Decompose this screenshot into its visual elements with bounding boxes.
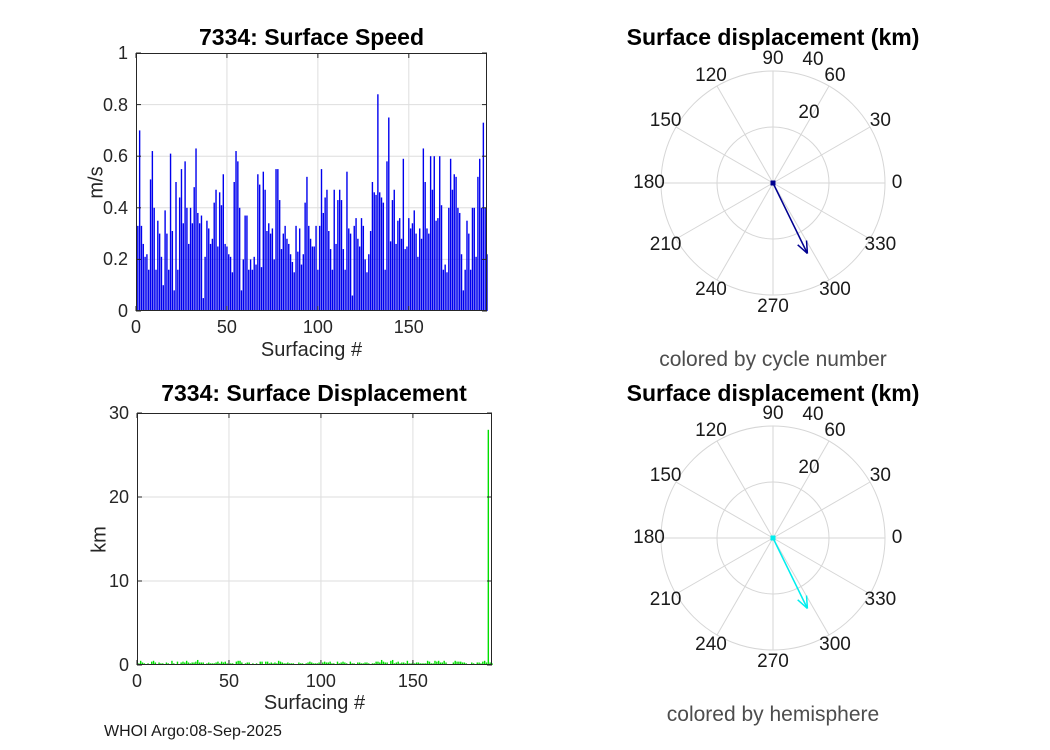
polar-hemisphere-angle-label: 270 <box>757 651 789 672</box>
polar-cycle-angle-label: 150 <box>649 110 682 131</box>
speed-y-tick-label: 0.8 <box>102 94 128 115</box>
disp-y-tick-label: 20 <box>108 487 129 507</box>
polar-grid <box>660 425 886 651</box>
axes-border <box>136 53 487 311</box>
disp-bars-series <box>138 429 493 665</box>
origin-marker <box>770 180 776 186</box>
polar-hemisphere-angle-label: 150 <box>649 465 682 486</box>
polar-cycle-angle-label: 210 <box>649 234 682 255</box>
polar-cycle-angle-label: 300 <box>819 279 851 301</box>
polar-cycle-radius-tick-label: 40 <box>802 49 824 70</box>
disp-y-tick-label: 0 <box>118 655 129 675</box>
polar-cycle-angle-label: 30 <box>869 110 891 131</box>
polar-hemisphere-radius-tick-label: 40 <box>802 404 824 425</box>
speed-y-tick-label: 0.4 <box>102 197 128 218</box>
speed-y-tick-label: 1 <box>117 43 128 63</box>
polar-hemisphere-radius-tick-label: 20 <box>798 457 820 478</box>
polar-cycle-plot-area <box>633 43 913 323</box>
origin-marker <box>770 535 776 541</box>
speed-y-tick-label: 0.2 <box>102 249 128 270</box>
disp-x-tick-label: 100 <box>305 671 336 691</box>
polar-hemisphere-angle-label: 180 <box>633 527 665 548</box>
displacement-chart-title: 7334: Surface Displacement <box>161 380 467 406</box>
axes-border <box>137 413 492 665</box>
speed-y-tick-label: 0.6 <box>102 146 128 167</box>
polar-cycle-angle-label: 330 <box>864 234 897 255</box>
polar-hemisphere-angle-label: 300 <box>819 634 851 656</box>
polar-cycle-angle-label: 60 <box>824 64 846 86</box>
polar-hemisphere-angle-label: 60 <box>824 419 846 441</box>
polar-cycle-angle-label: 240 <box>695 279 727 301</box>
displacement-plot-area <box>136 412 493 666</box>
polar-hemisphere-angle-label: 240 <box>695 634 727 656</box>
polar-hemisphere-angle-label: 90 <box>762 403 784 424</box>
displacement-arrow <box>772 182 809 255</box>
polar-cycle-angle-label: 90 <box>762 48 784 69</box>
figure-credit: WHOI Argo:08-Sep-2025 <box>104 723 282 740</box>
speed-bars-series <box>137 94 488 311</box>
polar-cycle-angle-label: 270 <box>757 296 789 317</box>
displacement-x-axis-label: Surfacing # <box>263 692 366 714</box>
polar-cycle-angle-label: 180 <box>633 172 665 193</box>
speed-x-tick-label: 50 <box>216 317 237 337</box>
speed-x-axis-label: Surfacing # <box>260 339 363 361</box>
disp-chart-svg <box>136 412 493 666</box>
polar-hemisphere-angle-label: 30 <box>869 465 891 486</box>
polar-hemisphere-angle-label: 0 <box>891 527 903 548</box>
polar-hemisphere-angle-label: 330 <box>864 589 897 610</box>
polar-cycle-title: Surface displacement (km) <box>626 24 920 50</box>
speed-plot-area <box>135 52 488 312</box>
polar-cycle-polar-svg <box>660 70 886 296</box>
speed-x-tick-label: 150 <box>393 317 424 337</box>
polar-cycle-angle-label: 120 <box>695 64 727 86</box>
tick-marks <box>136 412 492 666</box>
speed-y-tick-label: 0 <box>117 301 128 321</box>
disp-x-tick-label: 0 <box>131 671 142 691</box>
polar-cycle-caption: colored by cycle number <box>659 348 887 371</box>
disp-y-tick-label: 10 <box>108 571 129 591</box>
displacement-arrow <box>772 537 809 610</box>
polar-cycle-angle-label: 0 <box>891 172 903 193</box>
disp-x-tick-label: 50 <box>218 671 239 691</box>
disp-x-tick-label: 150 <box>397 671 428 691</box>
speed-x-tick-label: 0 <box>130 317 141 337</box>
polar-hemisphere-angle-label: 210 <box>649 589 682 610</box>
grid-lines <box>137 413 492 665</box>
polar-hemisphere-angle-label: 120 <box>695 419 727 441</box>
speed-chart-title: 7334: Surface Speed <box>198 24 424 50</box>
polar-cycle-radius-tick-label: 20 <box>798 102 820 123</box>
polar-hemisphere-polar-svg <box>660 425 886 651</box>
speed-chart-svg <box>135 52 488 312</box>
polar-hemisphere-plot-area <box>633 398 913 678</box>
displacement-y-axis-label: km <box>88 526 111 553</box>
speed-x-tick-label: 100 <box>302 317 333 337</box>
polar-hemisphere-caption: colored by hemisphere <box>666 703 880 726</box>
disp-y-tick-label: 30 <box>108 403 129 423</box>
polar-grid <box>660 70 886 296</box>
polar-hemisphere-title: Surface displacement (km) <box>626 380 920 406</box>
